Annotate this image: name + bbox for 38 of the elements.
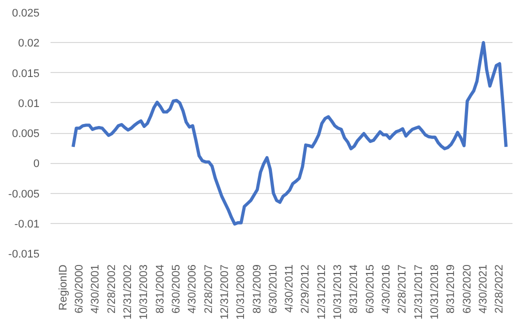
x-tick-label: 8/31/2004 — [154, 264, 166, 314]
x-tick-label: 12/31/2007 — [218, 264, 231, 320]
x-tick-label: 4/30/2001 — [90, 264, 102, 314]
x-tick-label: 6/30/2010 — [267, 264, 280, 314]
x-tick-label: 10/31/2008 — [235, 264, 248, 320]
x-tick-label: 12/31/2012 — [316, 264, 328, 320]
x-tick-label: 2/28/2022 — [494, 264, 506, 314]
x-tick-label: 12/31/2017 — [412, 264, 425, 320]
x-tick-label: 2/28/2007 — [202, 264, 215, 314]
x-tick-label: 2/28/2002 — [106, 264, 118, 314]
y-tick-label: 0.015 — [12, 68, 40, 80]
x-tick-label: 8/31/2009 — [251, 264, 264, 314]
y-tick-label: -0.005 — [8, 188, 40, 200]
x-tick-label: 4/30/2016 — [380, 264, 392, 314]
y-tick-label: -0.01 — [14, 218, 40, 230]
x-tick-label: 4/30/2021 — [477, 264, 490, 314]
y-tick-label: 0.005 — [12, 128, 40, 140]
x-tick-label: RegionID — [57, 264, 70, 310]
x-tick-label: 10/31/2013 — [332, 264, 344, 320]
y-tick-label: 0.025 — [12, 8, 40, 20]
x-tick-label: 10/31/2018 — [428, 264, 441, 320]
x-tick-label: 2/29/2012 — [300, 264, 312, 314]
y-tick-label: 0.02 — [18, 38, 40, 50]
x-tick-label: 6/30/2000 — [74, 264, 86, 314]
x-tick-label: 2/28/2017 — [396, 264, 409, 314]
y-tick-label: 0 — [33, 158, 40, 170]
x-tick-label: 10/31/2003 — [138, 264, 150, 320]
x-tick-label: 6/30/2020 — [461, 264, 474, 314]
x-tick-label: 4/30/2011 — [284, 264, 296, 313]
x-tick-label: 6/30/2015 — [364, 264, 376, 314]
x-tick-label: 8/31/2014 — [348, 264, 360, 314]
x-tick-label: 4/30/2006 — [186, 264, 199, 314]
x-tick-label: 8/31/2019 — [445, 264, 458, 314]
line-series — [72, 41, 508, 226]
y-tick-label: -0.015 — [8, 248, 40, 260]
y-tick-label: 0.01 — [18, 98, 40, 110]
x-tick-label: 12/31/2002 — [122, 264, 134, 320]
x-tick-label: 6/30/2005 — [170, 264, 182, 314]
